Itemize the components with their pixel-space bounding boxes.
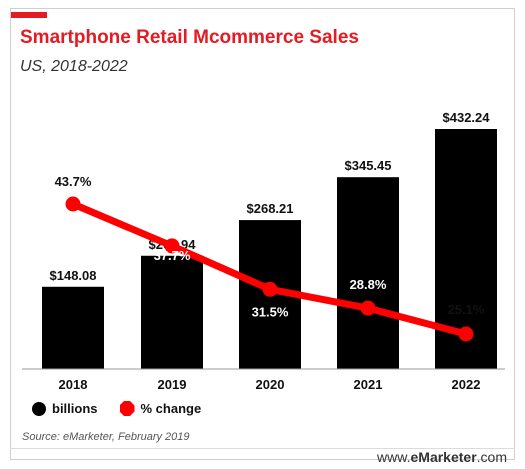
change-point-2018 xyxy=(65,196,81,212)
x-tick-label-2019: 2019 xyxy=(158,377,187,392)
bar-value-label-2018: $148.08 xyxy=(50,268,97,283)
footer-divider xyxy=(10,448,515,449)
x-tick-label-2022: 2022 xyxy=(452,377,481,392)
x-tick-label-2020: 2020 xyxy=(256,377,285,392)
accent-bar xyxy=(11,12,47,18)
legend-swatch-billions xyxy=(32,401,46,416)
x-tick-label-2021: 2021 xyxy=(354,377,383,392)
legend-label-billions: billions xyxy=(52,401,98,416)
chart-title: Smartphone Retail Mcommerce Sales xyxy=(20,27,359,48)
legend-item-billions: billions xyxy=(32,401,98,416)
x-tick-label-2018: 2018 xyxy=(59,377,88,392)
chart-subtitle: US, 2018-2022 xyxy=(20,58,128,75)
brand-prefix: www. xyxy=(377,449,411,465)
change-value-label-2022: 25.1% xyxy=(448,302,485,317)
change-point-2022 xyxy=(458,326,474,342)
legend-label-change: % change xyxy=(140,401,202,416)
change-value-label-2020: 31.5% xyxy=(252,304,289,319)
legend: billions % change xyxy=(32,401,223,416)
source-note: Source: eMarketer, February 2019 xyxy=(22,431,190,443)
change-point-2019 xyxy=(164,238,180,254)
change-point-2021 xyxy=(360,300,376,316)
bar-value-label-2022: $432.24 xyxy=(443,110,491,125)
bar-2018 xyxy=(42,286,104,369)
change-point-2020 xyxy=(262,281,278,297)
bar-value-label-2021: $345.45 xyxy=(345,158,392,173)
legend-swatch-change xyxy=(119,401,135,416)
brand-url[interactable]: www.eMarketer.com xyxy=(377,449,507,465)
brand-suffix: .com xyxy=(476,449,507,465)
change-value-label-2018: 43.7% xyxy=(55,174,92,189)
change-value-label-2019: 37.7% xyxy=(154,248,191,263)
change-value-label-2021: 28.8% xyxy=(350,277,387,292)
brand-name: eMarketer xyxy=(410,449,477,465)
legend-item-change: % change xyxy=(119,401,202,416)
bar-2019 xyxy=(141,255,203,369)
bar-2021 xyxy=(337,177,399,369)
bar-value-label-2020: $268.21 xyxy=(247,201,294,216)
